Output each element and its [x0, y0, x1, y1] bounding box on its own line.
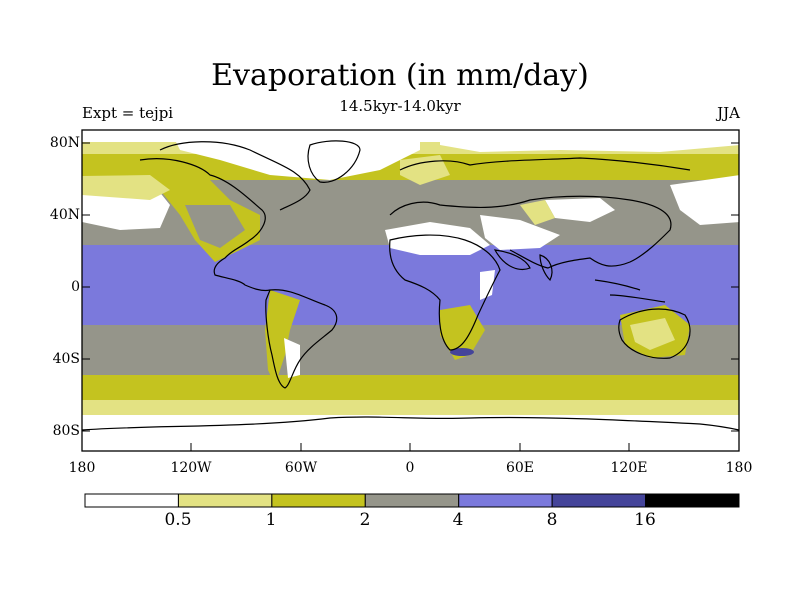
- experiment-label: Expt = tejpi: [82, 104, 174, 122]
- colorbar-box: [551, 493, 647, 508]
- lon-label-60e: 60E: [505, 460, 535, 476]
- lat-label-0: 0: [71, 279, 80, 295]
- lat-label-80s: 80S: [52, 423, 80, 439]
- colorbar-label-4: 4: [452, 510, 464, 530]
- lon-label-180e: 180: [725, 460, 753, 476]
- colorbar-box: [177, 493, 273, 508]
- lon-label-120e: 120E: [610, 460, 648, 476]
- map-title: Evaporation (in mm/day): [211, 58, 589, 93]
- season-label: JJA: [717, 104, 740, 122]
- colorbar-box: [271, 493, 366, 508]
- coastlines: [81, 140, 740, 431]
- colorbar-box: [84, 493, 179, 508]
- map-subtitle: 14.5kyr-14.0kyr: [339, 97, 461, 115]
- lon-label-120w: 120W: [170, 460, 212, 476]
- colorbar-box: [458, 493, 553, 508]
- lon-label-0: 0: [405, 460, 415, 476]
- lon-label-180w: 180: [68, 460, 96, 476]
- lat-label-80n: 80N: [49, 135, 80, 151]
- colorbar-label-2: 2: [359, 510, 371, 530]
- colorbar-box: [645, 493, 740, 508]
- colorbar-label-8: 8: [546, 510, 558, 530]
- map-fill: [82, 130, 740, 451]
- lat-label-40n: 40N: [49, 207, 80, 223]
- colorbar-label-1: 1: [265, 510, 277, 530]
- lon-label-60w: 60W: [284, 460, 318, 476]
- lat-ticks: [82, 142, 739, 432]
- lat-label-40s: 40S: [52, 351, 80, 367]
- colorbar-label-0-5: 0.5: [164, 510, 192, 530]
- lon-ticks: [81, 443, 740, 451]
- colorbar-label-16: 16: [634, 510, 656, 530]
- colorbar-box: [364, 493, 460, 508]
